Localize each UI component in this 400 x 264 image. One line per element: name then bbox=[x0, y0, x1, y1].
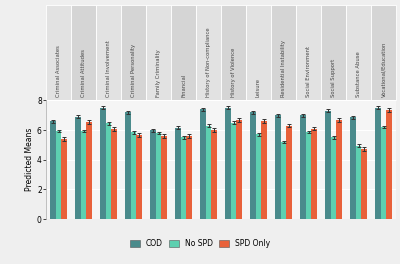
Bar bbox=[336, 120, 342, 219]
Text: Criminal Involvement: Criminal Involvement bbox=[106, 40, 111, 97]
Text: Financial: Financial bbox=[181, 73, 186, 97]
Bar bbox=[221, 5, 246, 100]
Text: Vocational/Education: Vocational/Education bbox=[381, 41, 386, 97]
Bar bbox=[236, 120, 242, 219]
Bar bbox=[86, 122, 92, 219]
Bar bbox=[386, 110, 392, 219]
Text: Substance Abuse: Substance Abuse bbox=[356, 51, 361, 97]
Y-axis label: Predicted Means: Predicted Means bbox=[25, 128, 34, 191]
Bar bbox=[211, 130, 217, 219]
Bar bbox=[150, 130, 156, 219]
Text: History of Violence: History of Violence bbox=[231, 47, 236, 97]
Bar bbox=[131, 132, 136, 219]
Bar bbox=[200, 109, 206, 219]
Bar bbox=[175, 128, 181, 219]
Bar bbox=[71, 5, 96, 100]
Bar bbox=[56, 131, 61, 219]
Text: Residential Instability: Residential Instability bbox=[281, 40, 286, 97]
Bar bbox=[156, 133, 161, 219]
Bar bbox=[246, 5, 271, 100]
Bar bbox=[286, 126, 292, 219]
Bar bbox=[50, 121, 56, 219]
Bar bbox=[271, 5, 296, 100]
Bar bbox=[311, 129, 317, 219]
Bar bbox=[346, 5, 371, 100]
Bar bbox=[275, 115, 281, 219]
Bar bbox=[261, 121, 267, 219]
Bar bbox=[196, 5, 221, 100]
Bar bbox=[111, 129, 117, 219]
Text: Social Environment: Social Environment bbox=[306, 45, 311, 97]
Bar bbox=[146, 5, 171, 100]
Bar bbox=[46, 5, 71, 100]
Text: Family Criminality: Family Criminality bbox=[156, 49, 161, 97]
Bar bbox=[371, 5, 396, 100]
Bar bbox=[100, 108, 106, 219]
Bar bbox=[321, 5, 346, 100]
Text: Criminal Associates: Criminal Associates bbox=[56, 45, 61, 97]
Bar bbox=[125, 112, 131, 219]
Bar bbox=[256, 134, 261, 219]
Bar bbox=[96, 5, 121, 100]
Bar bbox=[350, 117, 356, 219]
Legend: COD, No SPD, SPD Only: COD, No SPD, SPD Only bbox=[127, 236, 273, 251]
Bar bbox=[106, 123, 111, 219]
Bar bbox=[136, 135, 142, 219]
Bar bbox=[206, 126, 211, 219]
Text: Leisure: Leisure bbox=[256, 78, 261, 97]
Text: Social Support: Social Support bbox=[331, 58, 336, 97]
Bar bbox=[356, 146, 361, 219]
Bar bbox=[306, 132, 311, 219]
Bar bbox=[281, 142, 286, 219]
Bar bbox=[225, 108, 231, 219]
Bar bbox=[250, 112, 256, 219]
Bar bbox=[121, 5, 146, 100]
Bar bbox=[161, 136, 167, 219]
Bar bbox=[75, 117, 81, 219]
Bar bbox=[171, 5, 196, 100]
Bar bbox=[181, 138, 186, 219]
Bar bbox=[361, 149, 367, 219]
Text: History of Non-compliance: History of Non-compliance bbox=[206, 27, 211, 97]
Text: Criminal Attitudes: Criminal Attitudes bbox=[81, 49, 86, 97]
Bar bbox=[231, 122, 236, 219]
Bar bbox=[381, 127, 386, 219]
Bar bbox=[296, 5, 321, 100]
Bar bbox=[300, 115, 306, 219]
Bar bbox=[186, 136, 192, 219]
Text: Criminal Personality: Criminal Personality bbox=[131, 43, 136, 97]
Bar bbox=[61, 139, 67, 219]
Bar bbox=[81, 131, 86, 219]
Bar bbox=[325, 111, 331, 219]
Bar bbox=[375, 108, 381, 219]
Bar bbox=[331, 138, 336, 219]
